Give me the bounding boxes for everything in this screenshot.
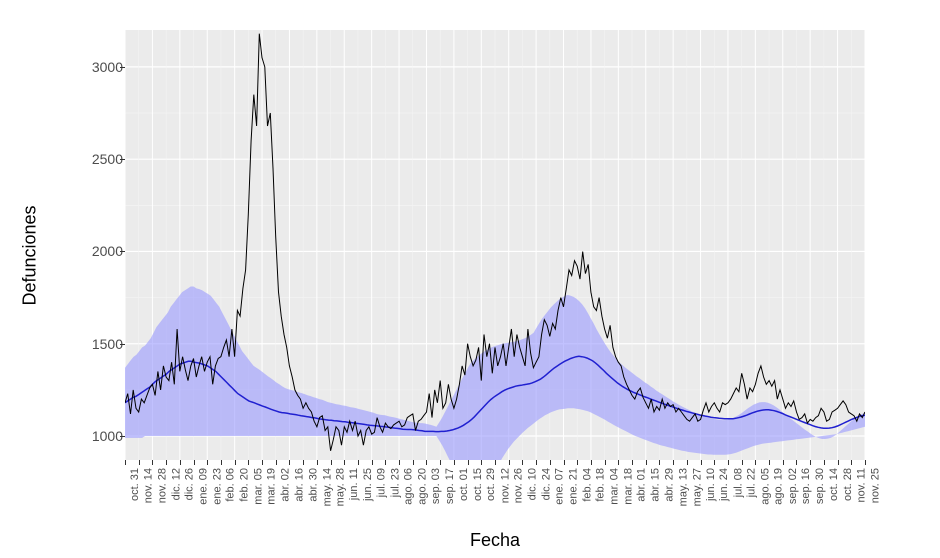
x-tick-label: sep. 03	[430, 468, 442, 504]
x-tick-label: abr. 16	[293, 468, 305, 502]
x-tick-label: sep. 30	[814, 468, 826, 504]
y-tick-label: 2000	[92, 243, 123, 259]
x-tick-label: may. 28	[335, 468, 347, 506]
x-tick-label: dic. 10	[526, 468, 538, 500]
plot-svg	[125, 30, 865, 460]
x-tick-label: may. 13	[677, 468, 689, 506]
x-tick-label: oct. 01	[458, 468, 470, 501]
x-tick-label: jul. 08	[732, 468, 744, 497]
x-tick-label: jun. 24	[718, 468, 730, 501]
x-tick-label: dic. 24	[540, 468, 552, 500]
x-tick-label: oct. 28	[842, 468, 854, 501]
x-axis: oct. 31nov. 14nov. 28dic. 12dic. 26ene. …	[125, 460, 865, 530]
x-tick-label: mar. 05	[252, 468, 264, 505]
x-tick-label: jul. 09	[376, 468, 388, 497]
y-tick-label: 1500	[92, 336, 123, 352]
x-tick-label: mar. 04	[609, 468, 621, 505]
x-tick-label: nov. 12	[499, 468, 511, 503]
x-tick-label: jun. 25	[362, 468, 374, 501]
x-tick-label: nov. 14	[143, 468, 155, 503]
y-tick-label: 1000	[92, 428, 123, 444]
x-tick-label: ago. 05	[759, 468, 771, 505]
x-tick-label: ene. 09	[198, 468, 210, 505]
x-tick-label: nov. 28	[156, 468, 168, 503]
x-tick-label: nov. 11	[855, 468, 867, 502]
x-tick-label: nov. 26	[513, 468, 525, 503]
x-tick-label: abr. 29	[663, 468, 675, 502]
chart-container: Defunciones 1000 1500 2000 2500 3000 oct. 31…	[0, 0, 940, 558]
x-tick-label: jun. 11	[348, 468, 360, 500]
x-tick-label: sep. 17	[444, 468, 456, 504]
x-tick-label: dic. 26	[184, 468, 196, 500]
y-axis: 1000 1500 2000 2500 3000	[78, 30, 123, 460]
x-tick-label: sep. 02	[787, 468, 799, 504]
x-tick-label: ago. 06	[403, 468, 415, 505]
x-tick-label: ene. 23	[211, 468, 223, 505]
x-tick-label: nov. 25	[869, 468, 881, 503]
x-tick-label: abr. 30	[307, 468, 319, 502]
x-tick-label: jun. 10	[705, 468, 717, 501]
x-tick-label: may. 14	[321, 468, 333, 506]
x-tick-label: dic. 12	[170, 468, 182, 500]
x-tick-label: abr. 15	[650, 468, 662, 502]
x-tick-label: jul. 23	[389, 468, 401, 497]
x-tick-label: oct. 29	[485, 468, 497, 501]
y-tick-label: 2500	[92, 151, 123, 167]
x-tick-label: mar. 18	[622, 468, 634, 505]
x-tick-label: may. 27	[691, 468, 703, 506]
x-tick-label: ago. 19	[773, 468, 785, 505]
x-tick-label: ago. 20	[417, 468, 429, 505]
x-tick-label: sep. 16	[800, 468, 812, 504]
x-tick-label: abr. 01	[636, 468, 648, 502]
x-tick-label: oct. 31	[129, 468, 141, 501]
y-axis-title: Defunciones	[20, 205, 41, 305]
x-tick-label: abr. 02	[280, 468, 292, 502]
y-tick-label: 3000	[92, 59, 123, 75]
plot-area	[125, 30, 865, 460]
x-tick-label: feb. 20	[239, 468, 251, 502]
x-tick-label: oct. 14	[828, 468, 840, 501]
x-tick-label: ene. 21	[568, 468, 580, 505]
x-tick-label: ene. 07	[554, 468, 566, 505]
x-axis-title: Fecha	[125, 530, 865, 551]
x-tick-label: mar. 19	[266, 468, 278, 505]
x-tick-label: feb. 04	[581, 468, 593, 502]
x-tick-label: jul. 22	[746, 468, 758, 497]
x-tick-label: feb. 06	[225, 468, 237, 502]
x-tick-label: feb. 18	[595, 468, 607, 502]
x-tick-label: oct. 15	[472, 468, 484, 501]
